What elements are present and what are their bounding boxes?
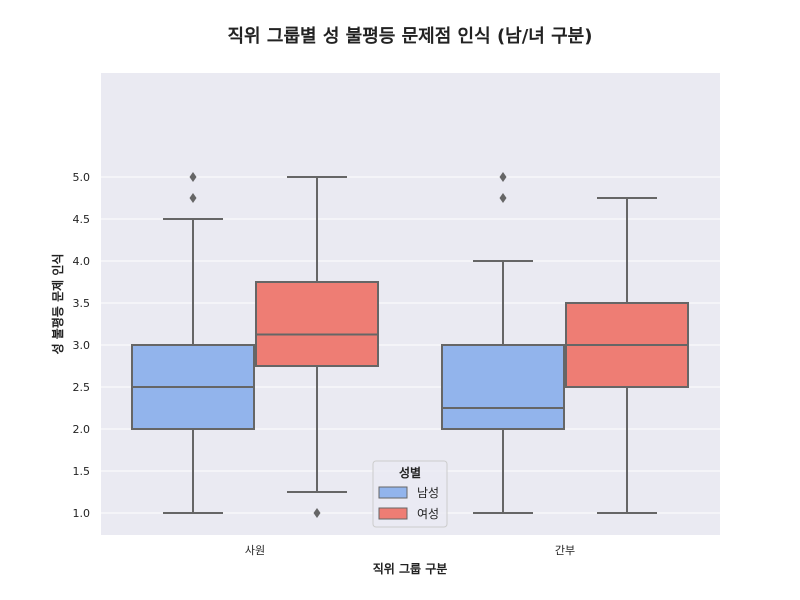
x-tick-label: 사원 xyxy=(245,544,265,557)
iqr-box xyxy=(255,281,379,367)
box-male-0 xyxy=(131,172,255,514)
box-male-1 xyxy=(441,172,565,514)
legend: 성별 남성 여성 xyxy=(372,460,448,528)
iqr-box xyxy=(441,344,565,430)
y-tick-label: 3.5 xyxy=(73,297,91,310)
outlier-point xyxy=(313,508,321,518)
y-tick-label: 3.0 xyxy=(73,339,91,352)
x-tick-label: 간부 xyxy=(555,544,575,557)
legend-label-female: 여성 xyxy=(417,507,439,521)
outlier-point xyxy=(189,193,197,203)
x-axis-label: 직위 그룹 구분 xyxy=(373,561,448,576)
y-tick-label: 5.0 xyxy=(73,171,91,184)
legend-title: 성별 xyxy=(399,465,421,480)
boxes xyxy=(131,172,689,518)
box-female-1 xyxy=(565,197,689,514)
y-tick-labels: 1.0 1.5 2.0 2.5 3.0 3.5 4.0 4.5 5.0 xyxy=(73,171,91,520)
y-tick-label: 1.5 xyxy=(73,465,91,478)
outlier-point xyxy=(499,193,507,203)
y-axis-label: 성 불평등 문제 인식 xyxy=(50,254,65,355)
x-tick-labels: 사원 간부 xyxy=(245,544,575,557)
y-tick-label: 4.0 xyxy=(73,255,91,268)
legend-swatch-male xyxy=(378,486,408,499)
legend-swatch-female xyxy=(378,507,408,520)
y-tick-label: 1.0 xyxy=(73,507,91,520)
legend-label-male: 남성 xyxy=(417,486,439,500)
y-tick-label: 2.0 xyxy=(73,423,91,436)
y-tick-label: 4.5 xyxy=(73,213,91,226)
box-female-0 xyxy=(255,176,379,518)
outlier-point xyxy=(499,172,507,182)
chart-title: 직위 그룹별 성 불평등 문제점 인식 (남/녀 구분) xyxy=(228,26,593,47)
y-tick-label: 2.5 xyxy=(73,381,91,394)
outlier-point xyxy=(189,172,197,182)
